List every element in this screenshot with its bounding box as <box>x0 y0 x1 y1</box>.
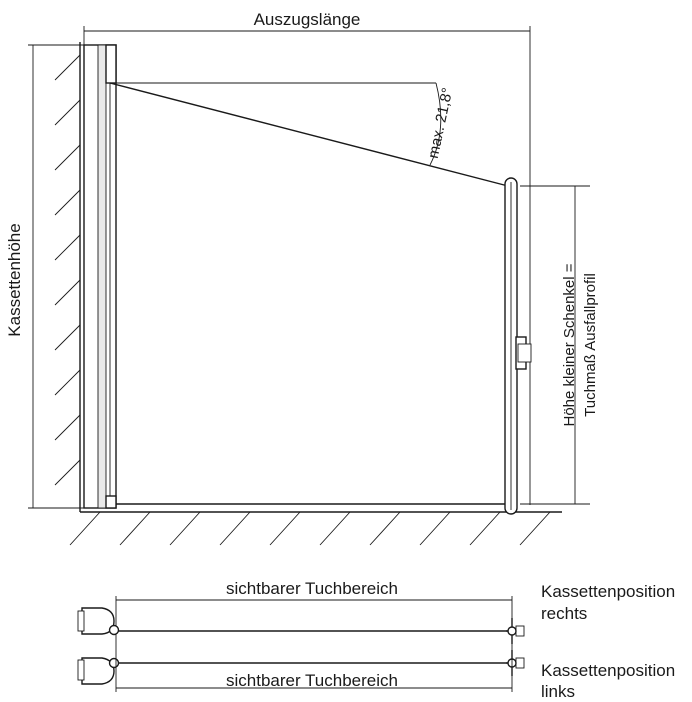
position-right-line2: rechts <box>541 604 587 623</box>
plan-view-left: sichtbarer Tuchbereich Kassettenposition… <box>77 650 675 701</box>
max-angle-label: max. 21,8° <box>425 86 457 160</box>
cassette-housing <box>83 44 117 509</box>
small-leg-label-line2: Tuchmaß Ausfallprofil <box>582 273 599 417</box>
floor <box>69 511 562 546</box>
fabric-outline <box>109 82 509 505</box>
visible-area-top-label: sichtbarer Tuchbereich <box>226 579 398 598</box>
pull-out-profile <box>504 177 532 515</box>
visible-area-bottom-label: sichtbarer Tuchbereich <box>226 671 398 690</box>
position-left-line2: links <box>541 682 575 701</box>
wall <box>54 42 81 512</box>
position-left-line1: Kassettenposition <box>541 661 675 680</box>
position-right-line1: Kassettenposition <box>541 582 675 601</box>
cassette-height-dimension: Kassettenhöhe <box>5 44 84 509</box>
plan-view-right: sichtbarer Tuchbereich Kassettenposition… <box>77 579 675 654</box>
small-leg-label-line1: Höhe kleiner Schenkel = <box>561 263 578 426</box>
extension-length-dimension: Auszugslänge <box>83 10 531 505</box>
cassette-height-label: Kassettenhöhe <box>5 223 24 336</box>
extension-length-label: Auszugslänge <box>254 10 361 29</box>
small-leg-dimension: Höhe kleiner Schenkel = Tuchmaß Ausfallp… <box>520 185 599 505</box>
